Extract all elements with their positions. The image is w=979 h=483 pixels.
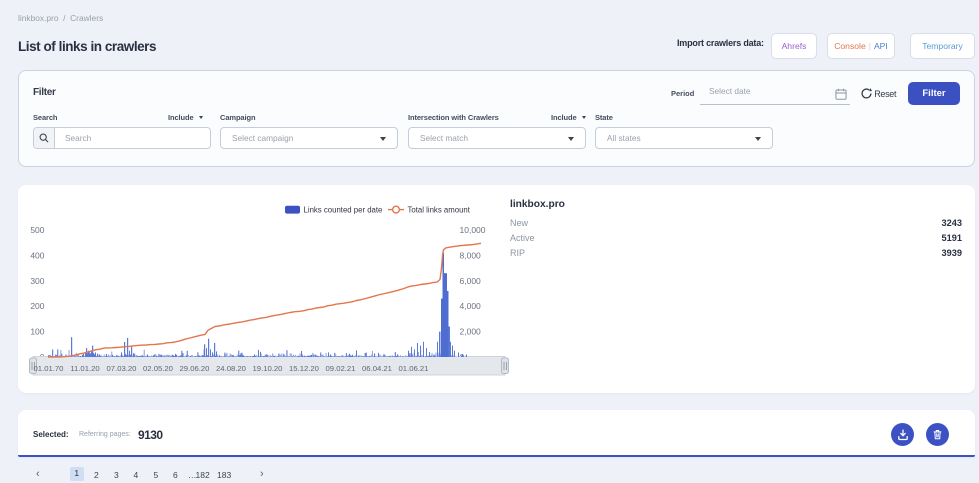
svg-text:01.06.21: 01.06.21 — [399, 364, 429, 373]
svg-text:300: 300 — [30, 276, 44, 286]
svg-text:8,000: 8,000 — [460, 250, 482, 260]
svg-text:10,000: 10,000 — [460, 225, 486, 235]
svg-text:500: 500 — [30, 225, 44, 235]
svg-text:200: 200 — [30, 301, 44, 311]
svg-text:29.06.20: 29.06.20 — [180, 364, 210, 373]
svg-text:4,000: 4,000 — [460, 301, 482, 311]
svg-text:07.03.20: 07.03.20 — [107, 364, 137, 373]
svg-text:Links counted per date: Links counted per date — [304, 205, 383, 214]
svg-text:11.01.20: 11.01.20 — [70, 364, 99, 373]
svg-text:19.10.20: 19.10.20 — [253, 364, 283, 373]
svg-text:100: 100 — [30, 327, 44, 337]
svg-text:Total links amount: Total links amount — [408, 205, 471, 214]
svg-text:6,000: 6,000 — [460, 276, 482, 286]
svg-text:2,000: 2,000 — [460, 327, 482, 337]
svg-text:15.12.20: 15.12.20 — [289, 364, 319, 373]
svg-text:06.04.21: 06.04.21 — [362, 364, 392, 373]
svg-text:02.05.20: 02.05.20 — [143, 364, 173, 373]
svg-text:400: 400 — [30, 250, 44, 260]
svg-text:24.08.20: 24.08.20 — [216, 364, 246, 373]
svg-text:01.01.70: 01.01.70 — [34, 364, 64, 373]
svg-text:09.02.21: 09.02.21 — [326, 364, 356, 373]
